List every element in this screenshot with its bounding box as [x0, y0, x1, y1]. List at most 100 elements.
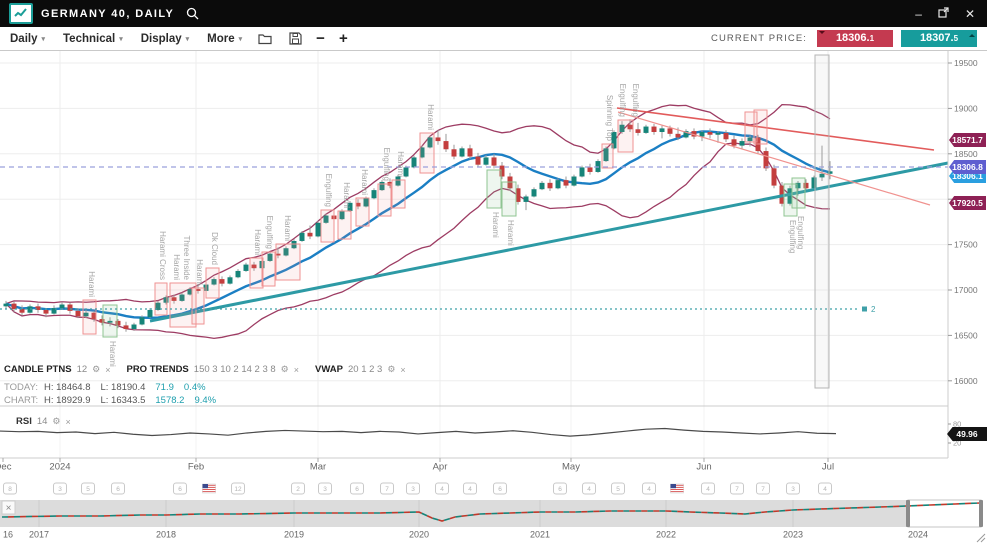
navigator-handle[interactable] — [906, 500, 910, 527]
event-badge[interactable]: 3 — [406, 482, 420, 495]
close-icon[interactable]: × — [65, 416, 71, 427]
navigator-handle[interactable] — [979, 500, 983, 527]
svg-text:2: 2 — [296, 486, 300, 493]
zoom-in-button[interactable]: + — [338, 30, 348, 47]
event-badge[interactable]: 12 — [231, 482, 245, 495]
svg-text:6: 6 — [558, 486, 562, 493]
svg-text:6: 6 — [178, 486, 182, 493]
menu-technical[interactable]: Technical ▾ — [63, 32, 123, 45]
event-badge[interactable]: 4 — [642, 482, 656, 495]
event-markers[interactable]: 8 3 5 6 6 12 2 3 6 7 3 4 4 6 6 4 5 4 4 7 7 3 4 — [3, 482, 832, 495]
event-badge[interactable]: 4 — [701, 482, 715, 495]
close-icon[interactable]: × — [105, 364, 111, 375]
event-badge[interactable]: 7 — [380, 482, 394, 495]
event-badge[interactable]: 6 — [111, 482, 125, 495]
svg-text:2024: 2024 — [908, 530, 928, 540]
event-badge[interactable]: 3 — [53, 482, 67, 495]
price-level-lines: 2 — [0, 166, 948, 314]
current-price-label: CURRENT PRICE: — [711, 33, 807, 44]
svg-text:Engulfing: Engulfing — [796, 216, 805, 249]
popout-icon[interactable] — [938, 7, 949, 20]
indicator-pro-trends: PRO TRENDS 150 3 10 2 14 2 3 8 ⚙ × — [126, 364, 300, 375]
gear-icon[interactable]: ⚙ — [52, 416, 61, 426]
svg-text:4: 4 — [647, 486, 651, 493]
svg-text:3: 3 — [58, 486, 62, 493]
svg-text:5: 5 — [616, 486, 620, 493]
search-icon[interactable] — [186, 7, 199, 20]
event-badge[interactable]: 6 — [553, 482, 567, 495]
svg-text:19500: 19500 — [954, 58, 978, 68]
svg-text:2023: 2023 — [783, 530, 803, 540]
us-flag-icon[interactable] — [202, 483, 216, 494]
event-badge[interactable]: 6 — [173, 482, 187, 495]
menu-display[interactable]: Display ▾ — [140, 32, 190, 45]
price-badge-high-trend: 18571.7 — [949, 133, 986, 147]
ask-price-badge[interactable]: 18307.5 — [901, 30, 977, 47]
svg-text:Engulfing: Engulfing — [618, 84, 627, 117]
close-icon[interactable]: × — [400, 364, 406, 375]
svg-text:Engulfing: Engulfing — [324, 174, 333, 207]
svg-text:4: 4 — [587, 486, 591, 493]
navigator-close-button[interactable]: × — [1, 500, 16, 515]
chevron-down-icon: ▾ — [185, 35, 190, 43]
svg-text:Harami: Harami — [342, 182, 351, 208]
svg-text:2024: 2024 — [49, 462, 70, 473]
menu-daily[interactable]: Daily ▾ — [10, 32, 46, 45]
gear-icon[interactable]: ⚙ — [92, 364, 101, 374]
save-icon[interactable] — [289, 32, 302, 45]
svg-text:16: 16 — [3, 530, 13, 540]
event-badge[interactable]: 5 — [81, 482, 95, 495]
bollinger-bands — [5, 103, 831, 340]
svg-text:2022: 2022 — [656, 530, 676, 540]
svg-text:Harami Cross: Harami Cross — [158, 231, 167, 280]
svg-text:Dec: Dec — [0, 462, 12, 473]
svg-text:Engulfing: Engulfing — [788, 220, 797, 253]
zoom-out-button[interactable]: − — [316, 30, 325, 47]
svg-text:16500: 16500 — [954, 330, 978, 340]
event-badge[interactable]: 4 — [818, 482, 832, 495]
close-button[interactable]: ✕ — [964, 6, 975, 21]
svg-text:Mar: Mar — [310, 462, 326, 473]
event-badge[interactable]: 4 — [463, 482, 477, 495]
indicator-candle-ptns: CANDLE PTNS 12 ⚙ × — [4, 364, 111, 375]
indicator-legend: CANDLE PTNS 12 ⚙ × PRO TRENDS 150 3 10 2 1… — [4, 364, 406, 375]
close-icon[interactable]: × — [293, 364, 300, 375]
us-flag-icon[interactable] — [670, 483, 684, 494]
price-badge-low-trend: 17920.5 — [949, 196, 986, 210]
event-badge[interactable]: 6 — [350, 482, 364, 495]
resize-grip-icon[interactable] — [976, 533, 986, 543]
svg-text:7: 7 — [385, 486, 389, 493]
gear-icon[interactable]: ⚙ — [387, 364, 396, 374]
svg-text:May: May — [562, 462, 580, 473]
event-badge[interactable]: 7 — [756, 482, 770, 495]
bid-price-badge[interactable]: 18306.1 — [817, 30, 893, 47]
event-badge[interactable]: 3 — [786, 482, 800, 495]
svg-text:17500: 17500 — [954, 240, 978, 250]
svg-text:Apr: Apr — [433, 462, 448, 473]
event-badge[interactable]: 6 — [493, 482, 507, 495]
svg-text:2018: 2018 — [156, 530, 176, 540]
event-badge[interactable]: 7 — [730, 482, 744, 495]
price-stats: TODAY: H: 18464.8 L: 18190.4 71.9 0.4% CHART… — [4, 381, 226, 407]
menu-more[interactable]: More ▾ — [207, 32, 243, 45]
rsi-value-badge: 49.96 — [947, 427, 987, 441]
minimize-button[interactable]: – — [915, 6, 922, 21]
gear-icon[interactable]: ⚙ — [280, 364, 289, 374]
svg-text:2021: 2021 — [530, 530, 550, 540]
range-navigator[interactable]: × 16 2017 2018 2019 2020 2021 2022 2023 2024 — [0, 499, 983, 540]
event-badge[interactable]: 5 — [611, 482, 625, 495]
highlight-region — [814, 54, 830, 389]
open-folder-icon[interactable] — [258, 33, 273, 45]
event-badge[interactable]: 8 — [3, 482, 17, 495]
svg-text:Harami: Harami — [253, 229, 262, 255]
event-badge[interactable]: 3 — [318, 482, 332, 495]
chevron-down-icon: ▾ — [119, 35, 123, 43]
event-badge[interactable]: 4 — [435, 482, 449, 495]
event-badge[interactable]: 2 — [291, 482, 305, 495]
chevron-down-icon: ▾ — [238, 35, 243, 43]
event-badge[interactable]: 4 — [582, 482, 596, 495]
svg-text:×: × — [6, 503, 12, 514]
axes: 1950019000185001800017500170001650016000… — [0, 51, 978, 473]
